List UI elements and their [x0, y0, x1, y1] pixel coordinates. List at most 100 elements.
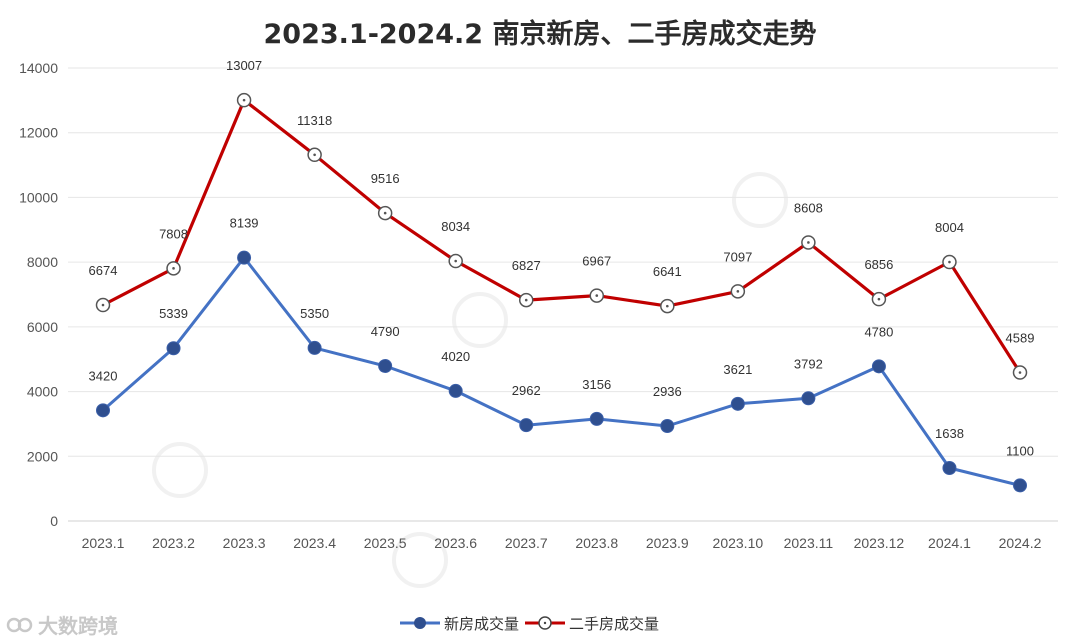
series-layer: [95, 92, 1028, 493]
data-label-new: 1638: [935, 426, 964, 441]
data-label-second: 8608: [794, 200, 823, 215]
data-label-new: 5350: [300, 306, 329, 321]
data-label-second: 7097: [723, 249, 752, 264]
legend-label-new: 新房成交量: [444, 614, 520, 633]
point-new: [448, 383, 463, 398]
watermark-mark: [392, 532, 448, 588]
point-second-dot: [101, 303, 105, 307]
data-label-second: 11318: [297, 113, 332, 128]
legend-item-second: 二手房成交量: [525, 613, 659, 634]
data-label-new: 3621: [723, 362, 752, 377]
data-label-second: 9516: [371, 171, 400, 186]
point-second-dot: [948, 260, 951, 264]
point-new: [871, 359, 886, 374]
data-label-new: 3792: [794, 356, 823, 371]
series-line-second: [102, 98, 1022, 374]
point-second-dot: [877, 297, 881, 301]
x-tick-label: 2023.2: [152, 535, 195, 551]
watermark-mark: [152, 442, 208, 498]
point-second-dot: [383, 211, 387, 215]
x-tick-label: 2023.9: [646, 535, 689, 551]
x-tick-label: 2024.1: [928, 535, 971, 551]
data-label-second: 8004: [935, 220, 964, 235]
point-second-dot: [1018, 371, 1022, 374]
y-tick-label: 6000: [27, 319, 58, 335]
data-label-second: 13007: [226, 58, 262, 73]
data-label-second: 6641: [653, 264, 682, 279]
point-second-dot: [524, 298, 528, 302]
data-labels: 3420 5339 8139 5350 4790 4020 2962 3156 2936 3621…: [89, 58, 1035, 458]
brand-logo-icon: [6, 617, 33, 632]
legend-swatch-second-icon: [525, 616, 566, 630]
y-tick-label: 4000: [27, 384, 58, 400]
data-label-second: 6856: [864, 257, 893, 272]
data-label-new: 3156: [582, 377, 611, 392]
point-new: [801, 391, 816, 406]
point-second-dot: [807, 241, 810, 244]
x-axis-ticks: 2023.1 2023.2 2023.3 2023.4 2023.5 2023.6 2023…: [82, 535, 1042, 551]
legend: 新房成交量 二手房成交量: [400, 612, 665, 634]
x-tick-label: 2023.7: [505, 535, 548, 551]
watermark-mark: [452, 292, 508, 348]
watermark-layer: [152, 172, 788, 588]
x-tick-label: 2023.12: [854, 535, 905, 551]
series-line-new: [102, 256, 1021, 487]
data-label-second: 6967: [582, 254, 611, 269]
y-tick-label: 0: [50, 513, 58, 529]
x-tick-label: 2023.4: [293, 535, 336, 551]
data-label-new: 4780: [864, 324, 893, 339]
point-second-dot: [595, 294, 599, 297]
data-label-new: 1100: [1006, 443, 1034, 458]
point-new: [1013, 478, 1027, 493]
y-tick-label: 10000: [19, 189, 58, 205]
x-tick-label: 2024.2: [999, 535, 1042, 551]
point-new: [307, 340, 322, 355]
point-second-dot: [454, 259, 457, 263]
brand-watermark: 大数跨境: [6, 610, 118, 639]
data-label-new: 2962: [512, 383, 541, 398]
point-second-dot: [242, 98, 246, 102]
data-label-new: 2936: [653, 384, 682, 399]
y-axis-ticks: 0 2000 4000 6000 8000 10000 12000 14000: [19, 60, 58, 529]
brand-watermark-text: 大数跨境: [38, 614, 118, 638]
x-tick-label: 2023.5: [364, 535, 407, 551]
point-second-dot: [736, 290, 740, 293]
y-tick-label: 14000: [19, 60, 58, 76]
point-second-dot: [313, 153, 316, 157]
data-label-second: 8034: [441, 219, 470, 234]
data-label-second: 6827: [512, 258, 541, 273]
data-label-new: 5339: [159, 306, 188, 321]
data-label-new: 4020: [441, 349, 470, 364]
data-label-second: 6674: [89, 263, 118, 278]
grid-layer: [68, 67, 1058, 522]
legend-label-second: 二手房成交量: [569, 614, 660, 633]
legend-swatch-new-icon: [400, 617, 440, 629]
x-tick-label: 2023.11: [784, 535, 834, 551]
point-new: [166, 341, 181, 356]
point-new: [942, 460, 957, 475]
point-new: [589, 411, 604, 426]
x-tick-label: 2023.10: [713, 535, 764, 551]
y-tick-label: 2000: [27, 448, 58, 464]
point-second-dot: [172, 267, 175, 270]
data-label-new: 4790: [371, 324, 400, 339]
data-label-second: 4589: [1006, 331, 1035, 346]
y-tick-label: 8000: [27, 254, 58, 270]
chart-title: 2023.1-2024.2 南京新房、二手房成交走势: [263, 19, 817, 50]
data-label-new: 3420: [89, 368, 118, 383]
x-tick-label: 2023.1: [82, 535, 125, 551]
point-new: [660, 418, 675, 433]
watermark-mark: [732, 172, 788, 228]
point-new: [96, 403, 110, 418]
x-tick-label: 2023.3: [223, 535, 266, 551]
point-second-dot: [666, 304, 669, 308]
x-tick-label: 2023.8: [575, 535, 618, 551]
point-new: [730, 396, 745, 411]
data-label-new: 8139: [230, 216, 259, 231]
legend-item-new: 新房成交量: [400, 613, 519, 634]
data-label-second: 7808: [159, 226, 188, 241]
point-new: [237, 250, 252, 265]
point-new: [519, 418, 534, 433]
y-tick-label: 12000: [19, 125, 58, 141]
